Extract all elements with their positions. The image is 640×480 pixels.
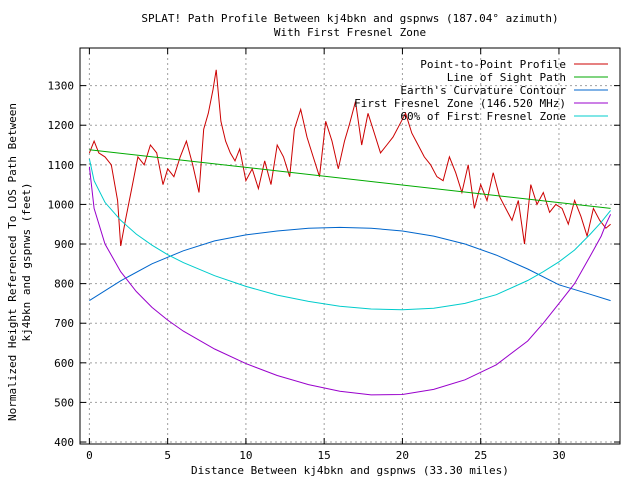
chart-title: SPLAT! Path Profile Between kj4bkn and g… [141,12,558,25]
y-tick-label: 500 [54,396,74,409]
series-lines [88,69,612,396]
series-line-60-of-first-fresnel-zone [88,158,611,311]
grid [80,48,620,444]
y-tick-label: 700 [54,317,74,330]
x-tick-label: 0 [86,449,93,462]
chart-subtitle: With First Fresnel Zone [274,26,426,39]
y-axis-label-line1: Normalized Height Referenced To LOS Path… [6,103,19,421]
y-tick-label: 1100 [48,159,75,172]
x-tick-label: 15 [318,449,331,462]
legend-label-line-of-sight-path: Line of Sight Path [447,71,566,84]
series-line-earth-s-curvature-contour [89,226,611,302]
y-axis-label-line2: kj4bkn and gspnws (feet) [20,183,33,342]
y-tick-label: 900 [54,238,74,251]
y-tick-label: 600 [54,357,74,370]
series-line-line-of-sight-path [89,149,611,209]
x-axis-label: Distance Between kj4bkn and gspnws (33.3… [191,464,509,477]
y-tick-label: 400 [54,436,74,449]
series-line-first-fresnel-zone-146-520-mhz [88,166,612,396]
legend-label-earth-s-curvature-contour: Earth's Curvature Contour [400,84,566,97]
y-tick-label: 800 [54,278,74,291]
x-tick-label: 30 [552,449,565,462]
y-tick-label: 1000 [48,198,75,211]
x-tick-label: 5 [164,449,171,462]
x-tick-label: 20 [396,449,409,462]
y-tick-label: 1300 [48,80,75,93]
legend-label-first-fresnel-zone-146-520-mhz: First Fresnel Zone (146.520 MHz) [354,97,566,110]
x-tick-label: 10 [239,449,252,462]
legend-label-60-of-first-fresnel-zone: 60% of First Fresnel Zone [400,110,566,123]
x-tick-label: 25 [474,449,487,462]
legend-label-point-to-point-profile: Point-to-Point Profile [420,58,566,71]
plot-frame [79,47,621,445]
axis-ticks: 400 500 600 700 800 900 1000 1100 1200 1300 0 5 10 15… [48,48,620,462]
y-tick-label: 1200 [48,119,75,132]
series-line-point-to-point-profile [88,69,611,247]
